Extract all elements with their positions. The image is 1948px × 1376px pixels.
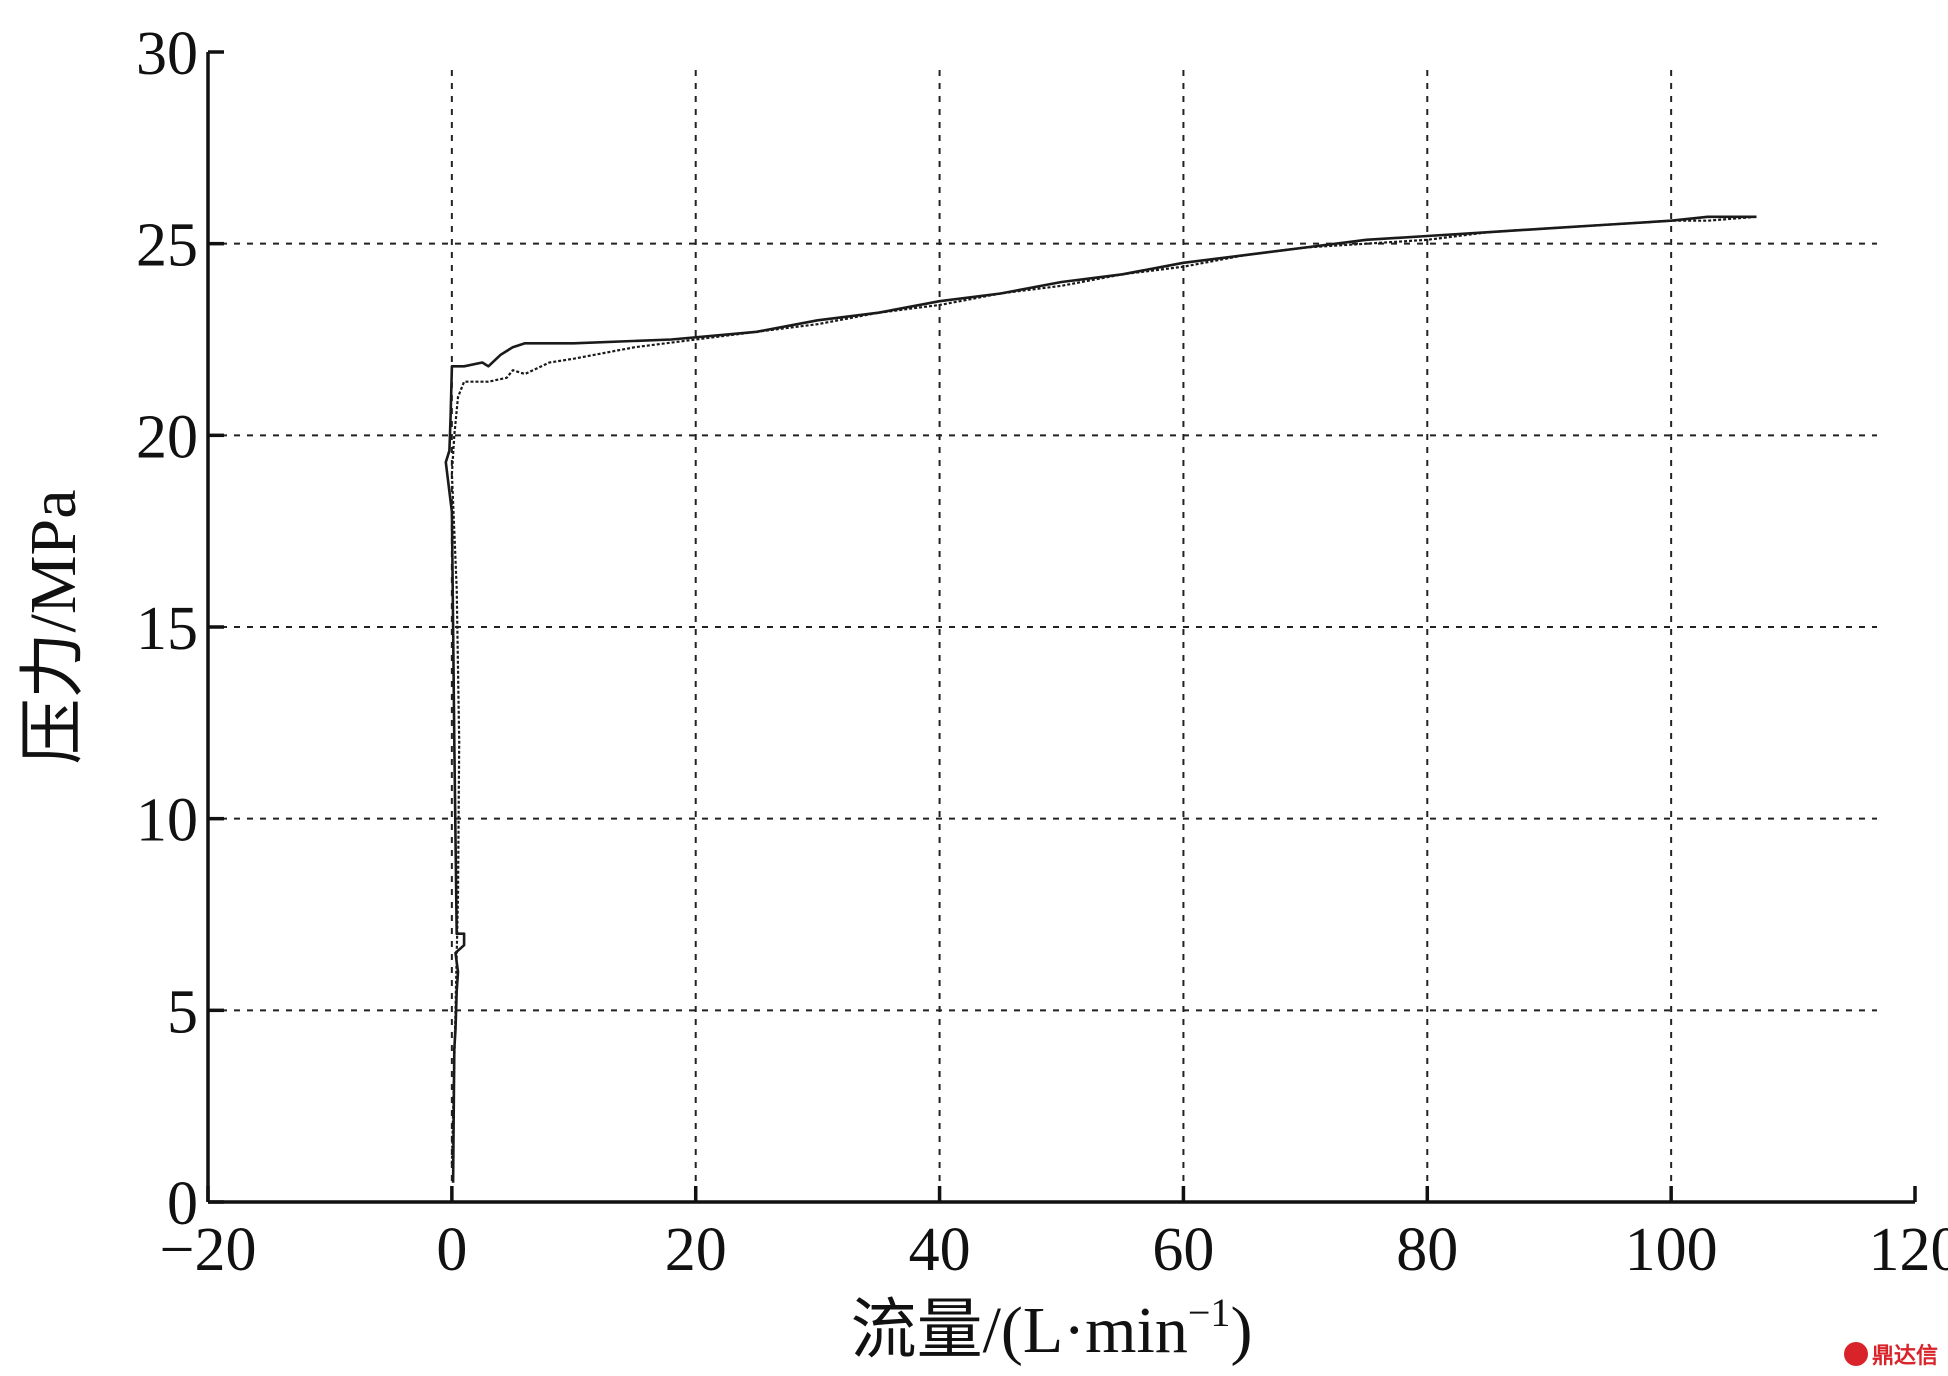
- x-tick-label: 0: [436, 1216, 467, 1284]
- x-tick-label: 20: [665, 1216, 727, 1284]
- watermark-text: 鼎达信: [1871, 1344, 1938, 1369]
- x-axis-title: 流量/(L·min−1): [851, 1290, 1253, 1367]
- y-tick-label: 5: [167, 978, 198, 1046]
- watermark-logo-icon: [1843, 1342, 1868, 1366]
- x-tick-label: −20: [160, 1216, 257, 1284]
- grid: [208, 70, 1877, 1202]
- series-layer: [444, 215, 1757, 1183]
- x-tick-label: 40: [909, 1216, 971, 1284]
- series-line-1: [444, 215, 1757, 1183]
- x-tick-label: 100: [1625, 1216, 1718, 1284]
- x-tick-label: 80: [1396, 1216, 1458, 1284]
- y-axis-title: 压力/MPa: [17, 489, 90, 764]
- x-tick-label: 60: [1152, 1216, 1214, 1284]
- y-tick-label: 25: [136, 212, 198, 280]
- y-tick-label: 15: [136, 595, 198, 663]
- y-tick-label: 30: [136, 20, 198, 88]
- watermark: 鼎达信: [1843, 1338, 1938, 1370]
- x-tick-label: 120: [1869, 1216, 1948, 1284]
- axes: [206, 52, 1915, 1204]
- y-tick-label: 0: [167, 1170, 198, 1238]
- y-tick-label: 10: [136, 787, 198, 855]
- series-line-2: [450, 215, 1757, 1164]
- y-tick-label: 20: [136, 403, 198, 471]
